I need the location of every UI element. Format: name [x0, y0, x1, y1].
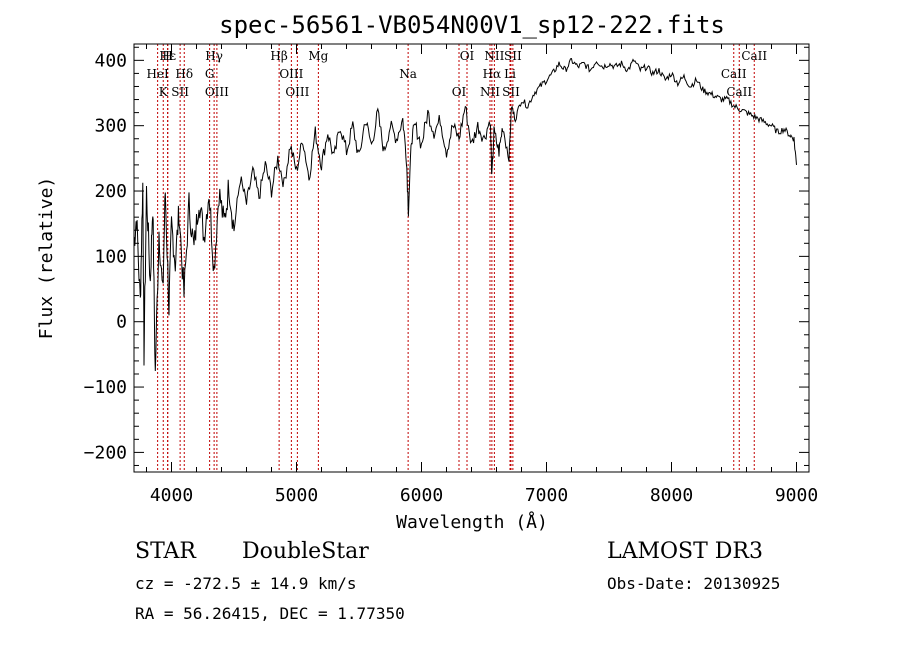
line-label-13: Na [399, 67, 417, 81]
line-label-10: OIII [279, 67, 303, 81]
line-label-8: OIII [205, 85, 229, 99]
line-label-6: Hγ [205, 49, 223, 63]
y-tick-label-0: −200 [84, 442, 127, 463]
line-label-5: SII [171, 85, 189, 99]
y-axis-label: Flux (relative) [36, 177, 57, 340]
line-labels: HεHδKHHeISIIHγGOIIIHβOIIIOIIIMgNaOIOIHαN… [146, 49, 767, 99]
x-tick-label-1: 5000 [275, 485, 318, 506]
ra-dec: RA = 56.26415, DEC = 1.77350 [135, 604, 405, 623]
line-label-15: OI [460, 49, 475, 63]
line-label-7: G [205, 67, 215, 81]
x-tick-label-3: 7000 [525, 485, 568, 506]
x-axis-label: Wavelength (Å) [396, 511, 548, 533]
object-class: STAR [135, 539, 197, 564]
x-ticks: 4000 5000 6000 7000 8000 9000 [146, 44, 818, 506]
line-label-21: SII [504, 49, 522, 63]
x-tick-label-5: 9000 [775, 485, 818, 506]
line-label-14: OI [452, 85, 467, 99]
line-label-9: Hβ [270, 49, 287, 63]
line-label-18: NII [484, 49, 504, 63]
line-label-16: Hα [483, 67, 502, 81]
line-label-24: CaII [741, 49, 767, 63]
x-tick-label-0: 4000 [150, 485, 193, 506]
line-label-23: CaII [726, 85, 752, 99]
line-label-22: CaII [721, 67, 747, 81]
survey-name: LAMOST DR3 [607, 539, 763, 564]
y-tick-label-2: 0 [116, 312, 127, 333]
line-label-0: Hε [159, 49, 176, 63]
line-label-17: NII [480, 85, 500, 99]
y-ticks: −200 −100 0 100 200 300 400 [84, 46, 809, 466]
line-label-4: HeI [146, 67, 169, 81]
y-tick-label-5: 300 [94, 116, 127, 137]
spectrum-line [133, 58, 797, 372]
line-label-2: K [159, 85, 169, 99]
y-tick-label-4: 200 [94, 181, 127, 202]
line-label-19: Li [504, 67, 516, 81]
plot-frame [133, 43, 810, 473]
object-subclass: DoubleStar [242, 539, 369, 564]
y-tick-label-6: 400 [94, 50, 127, 71]
x-tick-label-4: 8000 [650, 485, 693, 506]
redshift-cz: cz = -272.5 ± 14.9 km/s [135, 574, 357, 593]
obs-date: Obs-Date: 20130925 [607, 574, 780, 593]
chart-title: spec-56561-VB054N00V1_sp12-222.fits [219, 11, 725, 39]
line-label-12: Mg [308, 49, 328, 63]
line-label-20: SII [502, 85, 520, 99]
line-markers [157, 44, 755, 472]
line-label-3: H [162, 49, 172, 63]
y-tick-label-1: −100 [84, 377, 127, 398]
y-tick-label-3: 100 [94, 246, 127, 267]
x-tick-label-2: 6000 [400, 485, 443, 506]
line-label-1: Hδ [175, 67, 193, 81]
line-label-11: OIII [285, 85, 309, 99]
